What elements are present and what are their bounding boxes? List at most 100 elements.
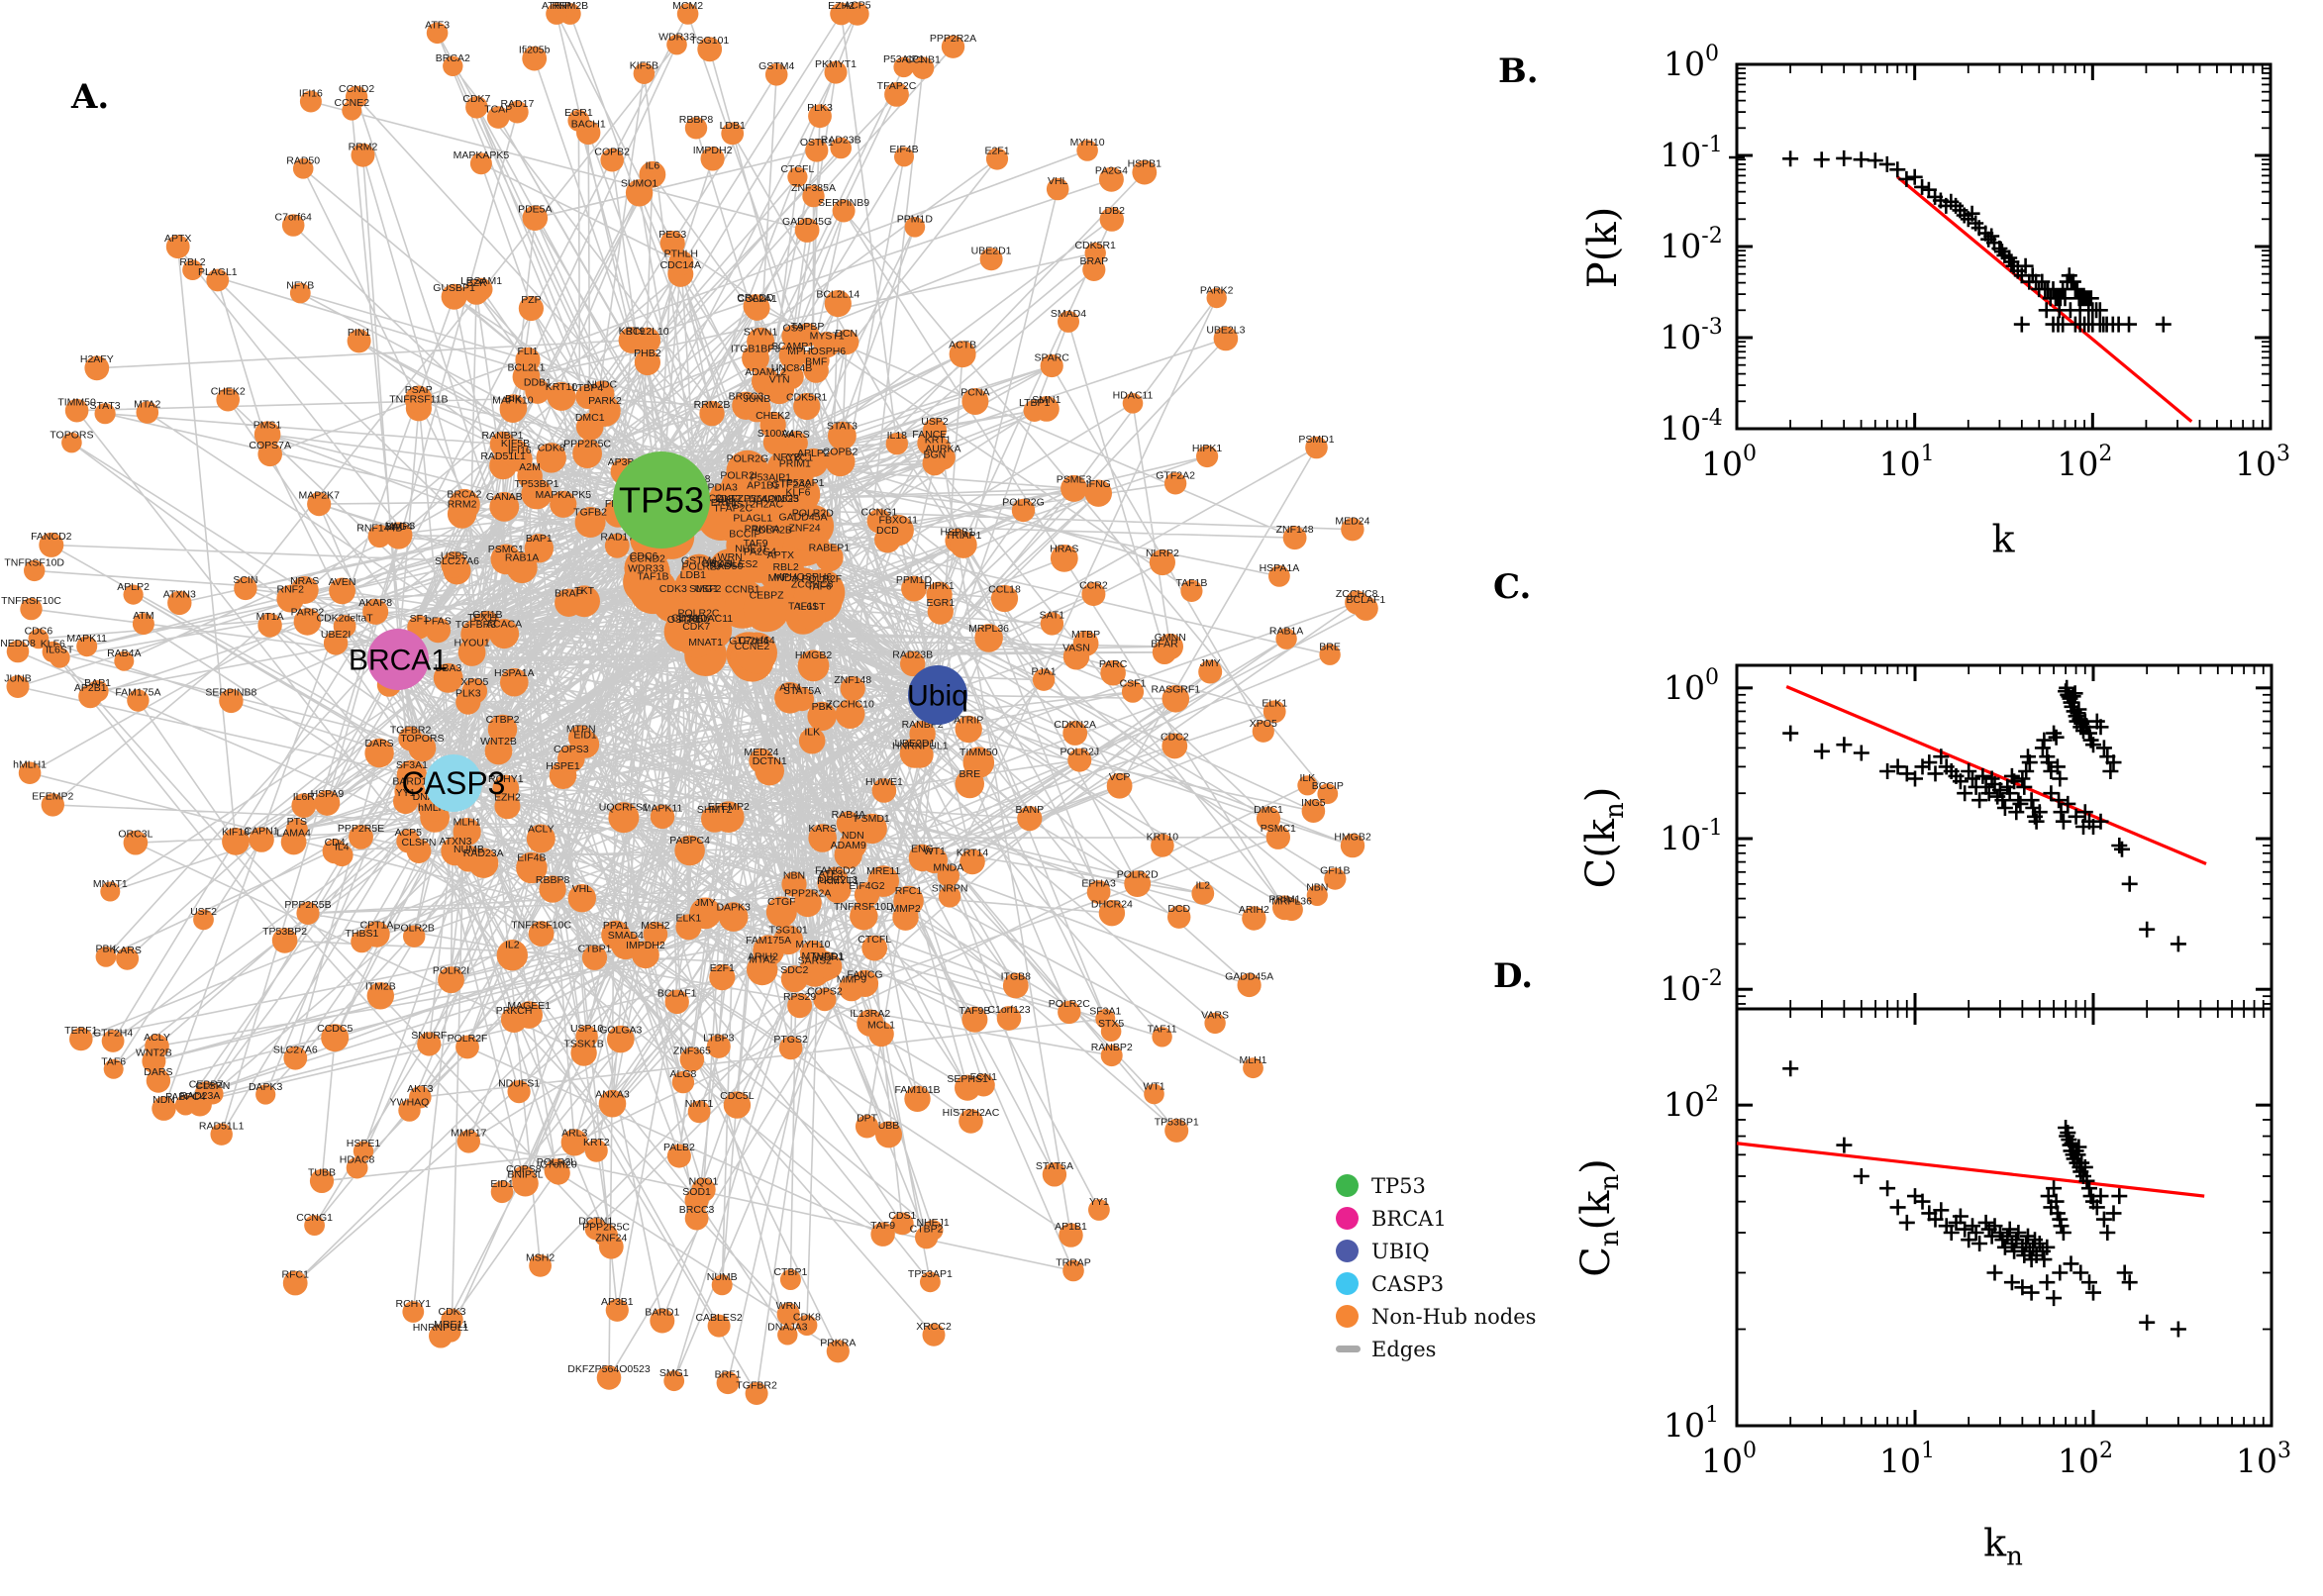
node-label: BRCA2 [436, 52, 470, 64]
node-label: ING5 [1301, 797, 1326, 809]
tick-label-exponent: 0 [1705, 42, 1719, 66]
network-node [101, 1030, 125, 1052]
network-node [924, 436, 952, 462]
network-node [1084, 242, 1106, 264]
node-label: THBS1 [345, 928, 378, 940]
network-node [429, 1324, 454, 1348]
node-label: JUNB [4, 672, 31, 684]
network-node [456, 1130, 480, 1153]
network-node [1305, 436, 1328, 459]
node-label: SMG1 [689, 583, 719, 595]
node-label: CCDC5 [317, 1023, 353, 1035]
network-node [417, 1032, 442, 1056]
legend-item-label: TP53 [1371, 1173, 1426, 1198]
node-label: LTBP1 [1019, 397, 1050, 409]
node-label: DAPK3 [249, 1081, 283, 1093]
network-node [671, 1070, 695, 1094]
network-node [846, 2, 869, 26]
network-node [1275, 628, 1297, 649]
node-label: ELK1 [676, 913, 702, 925]
legend-item-label: CASP3 [1371, 1271, 1445, 1296]
node-label: USF2 [190, 906, 217, 918]
node-label: RRM2B [694, 399, 731, 411]
panel-b-xlabel: k [1991, 517, 2015, 561]
network-node [861, 935, 888, 961]
node-label: USF2 [695, 583, 722, 595]
node-label: PSMD1 [1298, 434, 1334, 446]
node-label: PABPC4 [669, 835, 710, 847]
node-label: IL6ST [798, 601, 827, 613]
legend-item-label: Edges [1371, 1337, 1437, 1361]
network-node [923, 418, 947, 443]
tick-label-base: 10 [1664, 668, 1705, 707]
node-label: PLK3 [807, 102, 833, 114]
network-node [634, 349, 661, 376]
tick-label-base: 10 [1879, 445, 1921, 483]
node-label: POLR2B [393, 923, 434, 935]
node-label: GTF2H4 [93, 1027, 133, 1039]
network-node [1017, 806, 1043, 832]
node-label: MED24 [1335, 515, 1369, 527]
node-label: KARS [808, 823, 837, 835]
node-label: COPB2 [823, 446, 858, 457]
node-label: ENG [911, 843, 934, 854]
network-node [596, 1365, 622, 1390]
node-label: COPS2 [807, 985, 843, 997]
network-nodes [6, 2, 1378, 1405]
node-label: LDB1 [680, 569, 706, 581]
tp53-swatch-icon [1336, 1174, 1359, 1197]
node-label: KRT9 [619, 326, 646, 338]
network-node [890, 1212, 914, 1236]
node-label: PRKCH [496, 1005, 533, 1017]
legend-item-brca1: BRCA1 [1336, 1202, 1536, 1235]
node-label: SCAMP1 [771, 341, 814, 352]
network-node [875, 1121, 902, 1148]
node-label: CSF1 [1120, 678, 1147, 690]
node-label: FANCG [847, 968, 882, 980]
network-node [697, 37, 723, 62]
tick-label-exponent: 2 [1705, 1082, 1719, 1107]
panel-D-fit-line [1736, 1142, 2205, 1198]
network-node [828, 421, 857, 450]
network-node [403, 925, 426, 948]
hub-node-brca1 [367, 629, 429, 690]
node-label: ATXN3 [163, 588, 196, 600]
network-node [805, 139, 829, 162]
network-node [1198, 659, 1223, 684]
network-node [28, 628, 50, 649]
tick-label-exponent: 2 [2098, 442, 2112, 466]
tick-label-exponent: 0 [1705, 665, 1719, 690]
tick-label-base: 10 [1660, 819, 1701, 857]
node-label: H2AFY [80, 353, 114, 365]
network-node [1106, 772, 1133, 799]
node-label: OSTF1 [667, 614, 701, 626]
network-node [490, 1180, 514, 1204]
tick-label-base: 10 [1660, 136, 1701, 174]
node-label: POLR2B [751, 525, 791, 537]
network-node [906, 742, 934, 768]
network-node [20, 597, 43, 621]
node-label: GOLGA3 [599, 1024, 642, 1036]
node-label: PSMD1 [855, 813, 890, 825]
node-label: ITGB1BP3 [731, 344, 780, 355]
network-node [443, 55, 463, 76]
network-node [546, 3, 567, 25]
node-label: TFAP2C [877, 80, 917, 92]
node-label: ORC3L [701, 558, 736, 570]
node-label: POLR2D [792, 508, 834, 520]
node-label: ZNF24 [788, 523, 820, 535]
node-label: HSPA9 [311, 788, 345, 800]
node-label: BARD1 [392, 776, 427, 788]
y-tick-label: 100 [1664, 665, 1719, 707]
node-label: CHEK2 [211, 385, 246, 397]
node-label: CDK5R1 [1074, 240, 1116, 251]
network-node [366, 982, 394, 1010]
node-label: MPHOSPH6 [787, 346, 846, 357]
network-node [433, 662, 463, 693]
node-label: DARS [365, 738, 394, 749]
network-node [500, 1006, 528, 1033]
network-node [605, 1298, 629, 1322]
network-node [329, 577, 355, 605]
node-label: TSG101 [769, 925, 808, 937]
